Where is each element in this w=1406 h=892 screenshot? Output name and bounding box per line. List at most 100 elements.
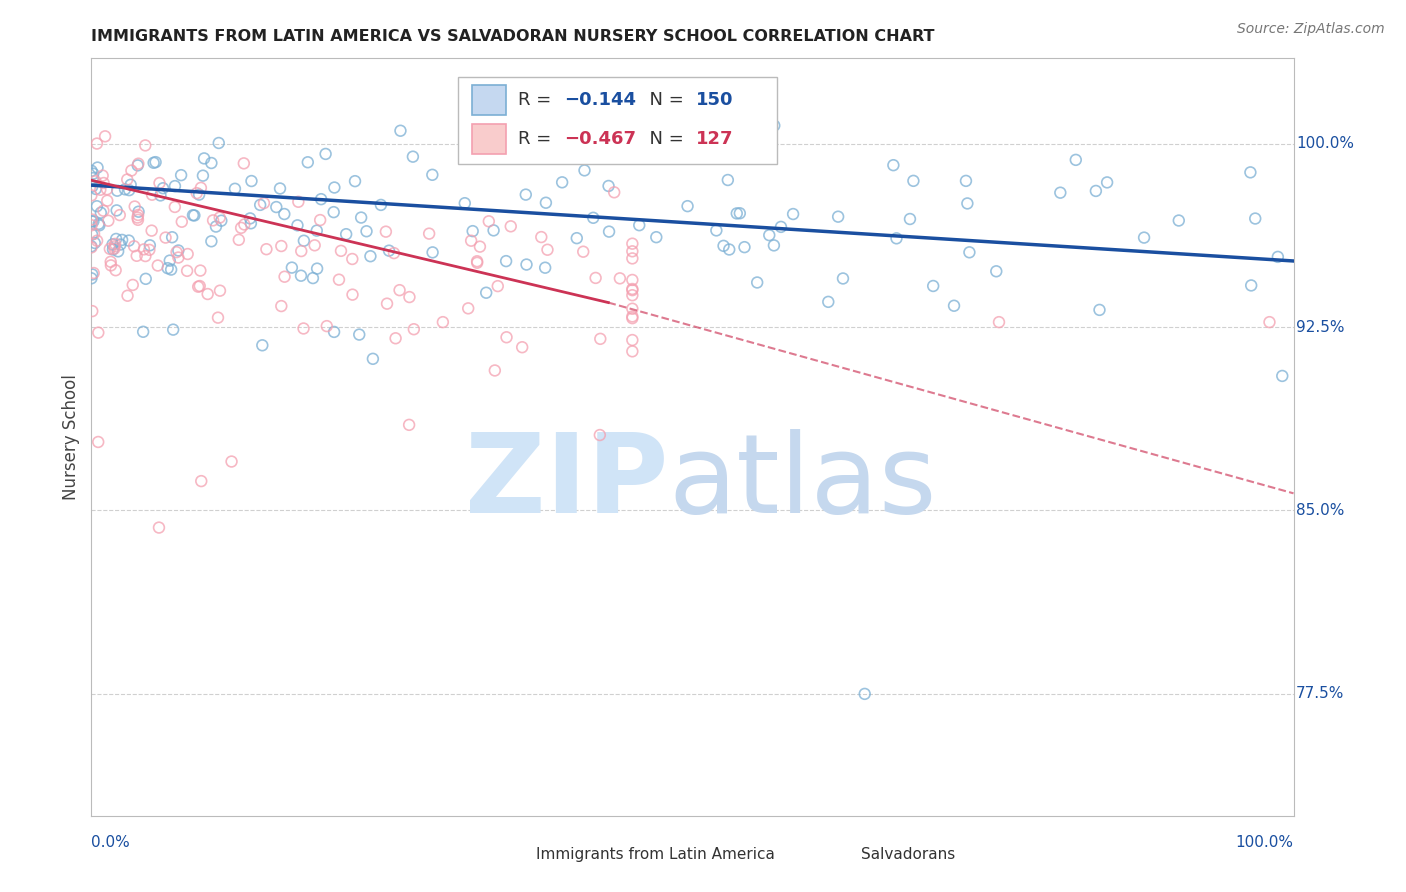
Point bbox=[82, 268, 104, 282]
Point bbox=[621, 236, 644, 251]
Point bbox=[208, 211, 231, 225]
Point bbox=[207, 310, 229, 325]
Point bbox=[239, 216, 262, 230]
Point bbox=[127, 156, 149, 170]
Point bbox=[125, 249, 148, 263]
Point bbox=[193, 152, 215, 166]
Point bbox=[418, 227, 440, 241]
Point bbox=[156, 261, 179, 276]
Point bbox=[621, 273, 644, 287]
Point bbox=[97, 213, 120, 227]
Point bbox=[763, 119, 786, 133]
Point bbox=[254, 242, 277, 256]
Point bbox=[191, 169, 214, 183]
Point bbox=[735, 150, 758, 164]
Point bbox=[80, 219, 103, 233]
Point bbox=[986, 264, 1008, 278]
Point bbox=[103, 239, 125, 253]
Point bbox=[420, 168, 443, 182]
Point bbox=[188, 187, 211, 202]
Point bbox=[534, 260, 557, 275]
Point bbox=[817, 294, 839, 309]
Point bbox=[598, 178, 620, 193]
Point bbox=[499, 219, 522, 234]
Point bbox=[83, 235, 105, 250]
Point bbox=[233, 218, 256, 232]
Point bbox=[83, 266, 105, 280]
Point bbox=[713, 239, 735, 253]
Point bbox=[249, 198, 271, 212]
Point bbox=[149, 188, 172, 202]
Text: −0.467: −0.467 bbox=[564, 130, 636, 148]
Point bbox=[148, 520, 170, 534]
Point bbox=[853, 687, 876, 701]
Point bbox=[769, 219, 792, 234]
Point bbox=[240, 174, 263, 188]
Point bbox=[170, 168, 193, 182]
Point bbox=[83, 227, 105, 241]
Point bbox=[269, 181, 291, 195]
Point bbox=[80, 240, 103, 254]
Point bbox=[292, 321, 315, 335]
Point bbox=[197, 287, 219, 301]
Point bbox=[621, 252, 644, 266]
Point bbox=[84, 174, 107, 188]
Point bbox=[89, 183, 111, 197]
FancyBboxPatch shape bbox=[458, 77, 776, 164]
Point bbox=[221, 454, 243, 468]
Point bbox=[105, 232, 128, 246]
Point bbox=[628, 218, 651, 232]
Point bbox=[163, 200, 186, 214]
Point bbox=[328, 273, 350, 287]
Point bbox=[200, 156, 222, 170]
Point bbox=[100, 254, 122, 268]
Point bbox=[461, 224, 484, 238]
Point bbox=[162, 323, 184, 337]
Point bbox=[80, 214, 103, 228]
Point bbox=[82, 167, 104, 181]
Point bbox=[762, 238, 785, 252]
Point bbox=[457, 301, 479, 316]
Point bbox=[621, 333, 644, 347]
Point bbox=[349, 327, 371, 342]
Point bbox=[103, 242, 125, 256]
Point bbox=[134, 138, 156, 153]
Text: ZIP: ZIP bbox=[465, 429, 668, 536]
Point bbox=[747, 276, 769, 290]
Point bbox=[322, 205, 344, 219]
Text: 100.0%: 100.0% bbox=[1296, 136, 1354, 151]
Text: IMMIGRANTS FROM LATIN AMERICA VS SALVADORAN NURSERY SCHOOL CORRELATION CHART: IMMIGRANTS FROM LATIN AMERICA VS SALVADO… bbox=[91, 29, 935, 45]
Point bbox=[572, 244, 595, 259]
Point bbox=[478, 214, 501, 228]
Point bbox=[202, 213, 225, 227]
Point bbox=[956, 196, 979, 211]
Point bbox=[460, 234, 482, 248]
Point bbox=[239, 211, 262, 226]
Point bbox=[127, 208, 149, 222]
FancyBboxPatch shape bbox=[472, 85, 506, 115]
Point bbox=[176, 247, 198, 261]
Point bbox=[315, 147, 337, 161]
Point bbox=[486, 279, 509, 293]
Point bbox=[598, 225, 620, 239]
Point bbox=[534, 195, 557, 210]
Point bbox=[134, 249, 156, 263]
Text: R =: R = bbox=[519, 91, 557, 109]
Point bbox=[142, 155, 165, 169]
Point bbox=[80, 271, 103, 285]
Point bbox=[599, 141, 621, 155]
Point bbox=[252, 338, 274, 352]
Point bbox=[955, 174, 977, 188]
Point bbox=[84, 182, 107, 196]
Point bbox=[422, 245, 444, 260]
Point bbox=[565, 231, 588, 245]
Point bbox=[94, 129, 117, 144]
Point bbox=[104, 263, 127, 277]
Point bbox=[323, 325, 346, 339]
Point bbox=[190, 263, 212, 277]
Point bbox=[398, 290, 420, 304]
Point bbox=[80, 227, 103, 242]
Point bbox=[270, 239, 292, 253]
Point bbox=[118, 234, 141, 248]
Point bbox=[585, 271, 607, 285]
